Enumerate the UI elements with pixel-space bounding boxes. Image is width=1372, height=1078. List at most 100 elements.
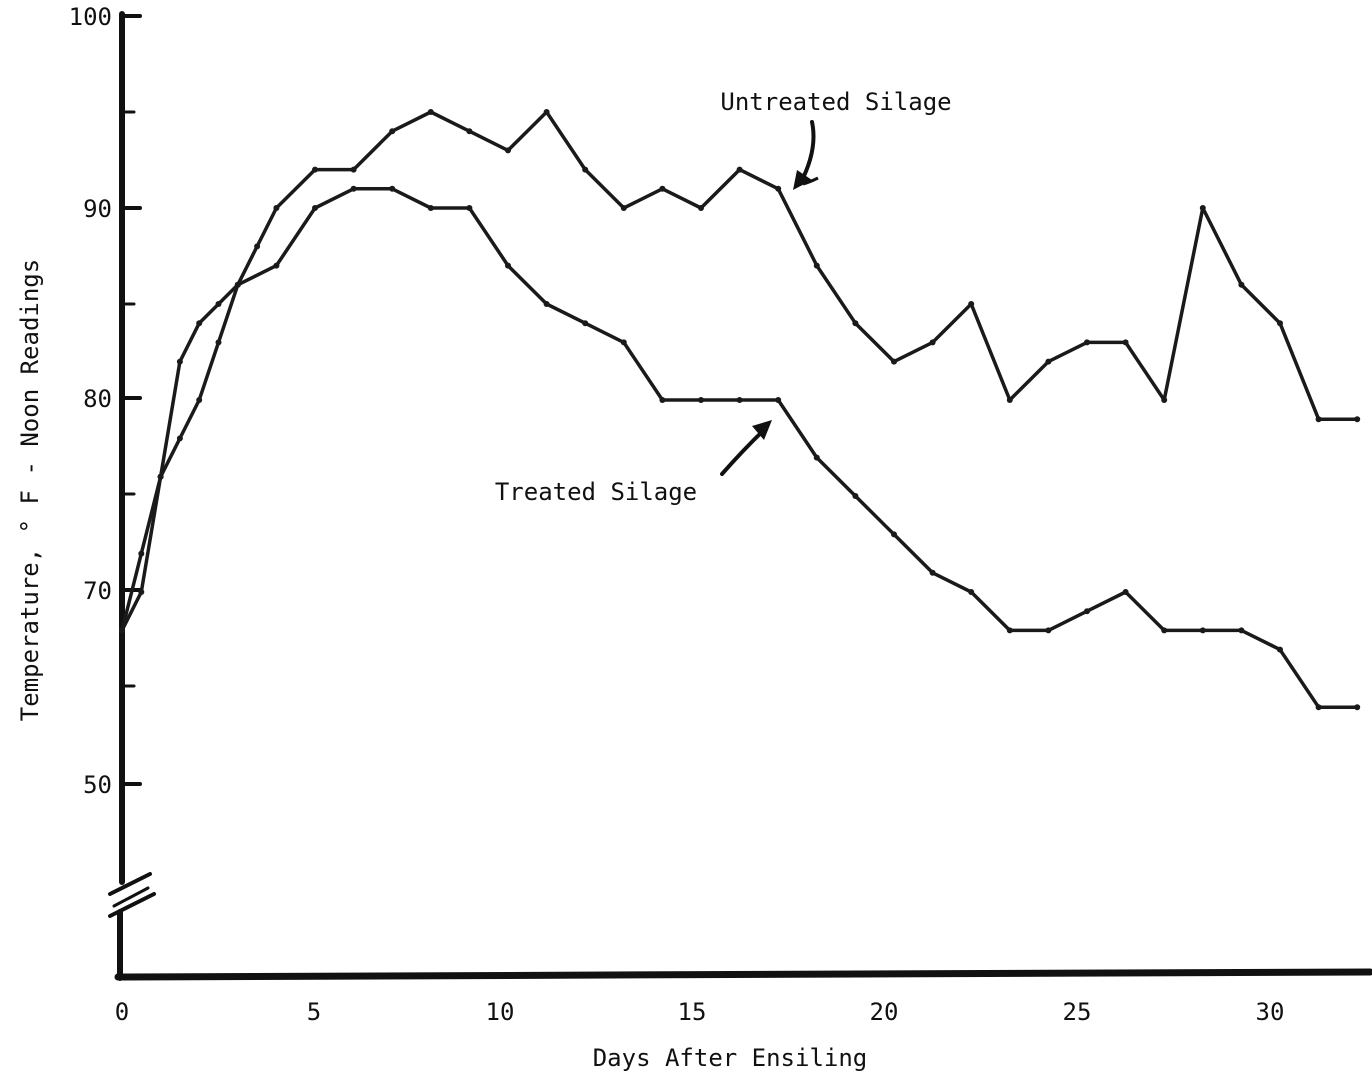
data-point [736,397,743,403]
data-point [543,109,550,115]
data-point [659,397,666,403]
data-point [775,397,782,403]
data-point [852,320,859,327]
data-point [215,339,222,346]
data-point [813,454,820,461]
data-point [466,205,473,211]
data-point [273,262,280,269]
data-point [968,301,975,307]
y-tick-label: 70 [83,577,112,605]
series-treated [119,185,1361,711]
data-point [157,473,164,480]
data-point [176,358,183,365]
data-point [1315,416,1322,423]
data-point [1277,320,1283,327]
annotation-treated: Treated Silage [495,478,697,506]
data-point [968,589,975,595]
x-tick-label: 20 [870,998,899,1026]
axes [108,11,1372,981]
data-point [620,205,627,211]
data-point [659,185,666,192]
data-point [312,205,318,211]
data-point [1354,704,1361,711]
data-point [1354,416,1361,423]
data-point [1277,646,1283,653]
y-tick-labels: 100 90 80 70 50 [69,3,112,799]
data-point [1161,627,1168,634]
annotation-arrow-treated [720,420,772,476]
data-point [1045,627,1052,634]
series-line [120,187,1359,709]
x-tick-label: 5 [307,998,321,1026]
data-point [427,109,434,115]
annotation-arrow-untreated [793,120,819,190]
data-point [813,262,820,269]
y-axis-break-mark [108,872,156,918]
data-point [1006,627,1013,634]
data-point [852,493,859,499]
data-point [466,128,473,135]
data-point [891,531,897,538]
y-tick-label: 90 [83,195,112,223]
data-point [505,262,511,269]
data-point [929,569,936,576]
annotation-untreated: Untreated Silage [720,88,951,116]
data-point [273,205,280,211]
data-point [1161,397,1168,403]
y-tick-marks [120,110,142,786]
data-point [350,185,357,192]
data-point [1122,589,1129,595]
data-point [736,166,743,173]
data-point [1238,281,1245,288]
data-point [620,339,627,346]
data-point [427,205,434,211]
data-point [312,166,318,173]
data-point [176,435,183,442]
data-point [196,397,203,403]
data-point [891,358,897,365]
data-point [775,185,782,192]
data-point [582,320,589,327]
y-tick-label: 100 [69,3,112,31]
data-point [119,627,125,634]
data-point [1199,627,1206,634]
data-point [1084,608,1090,615]
x-tick-label: 30 [1256,998,1285,1026]
data-point [350,166,357,173]
x-axis-title: Days After Ensiling [593,1044,868,1072]
y-axis-title: Temperature, ° F - Noon Readings [16,259,44,721]
data-point [582,166,589,173]
data-point [1006,397,1013,403]
series-untreated [119,109,1361,634]
x-axis-line [114,968,1372,981]
x-tick-label: 15 [678,998,707,1026]
x-tick-labels: 0 5 10 15 20 25 30 [115,998,1285,1026]
series-layer [119,109,1361,711]
data-point [1315,704,1322,711]
data-point [254,243,261,250]
data-point [138,550,145,557]
data-point [698,205,704,211]
data-point [389,185,396,192]
x-tick-label: 25 [1063,998,1092,1026]
data-point [929,339,936,346]
x-tick-label: 10 [486,998,515,1026]
x-tick-label: 0 [115,998,129,1026]
data-point [138,589,145,595]
data-point [1238,627,1245,634]
series-line [120,110,1359,633]
data-point [1199,205,1206,211]
data-point [1122,339,1129,346]
data-point [505,147,511,154]
data-point [196,320,203,327]
data-point [1084,339,1090,346]
y-tick-label: 80 [83,385,112,413]
data-point [389,128,396,135]
data-point [1045,358,1052,365]
data-point [698,397,704,403]
data-point [543,301,550,307]
data-point [215,301,222,307]
data-point [234,281,241,288]
y-tick-label: 50 [83,771,112,799]
